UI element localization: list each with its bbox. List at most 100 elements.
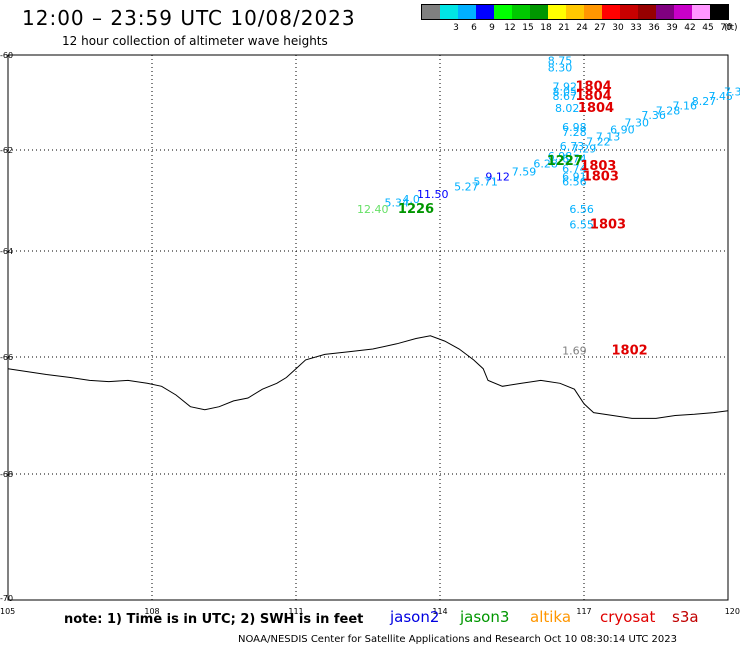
legend-swatch	[584, 5, 602, 19]
satellite-name: cryosat	[600, 608, 656, 626]
map-subtitle: 12 hour collection of altimeter wave hei…	[62, 34, 328, 48]
lat-tick-label: -70	[0, 594, 13, 603]
legend-tick-label: 21	[558, 23, 569, 33]
wave-height-label: 7.3	[724, 85, 740, 98]
satellite-name: jason3	[460, 608, 510, 626]
axis-labels: -60 -62 -64 -66 -68 -70 105 108 111 114 117 120	[0, 51, 740, 616]
credit-line: NOAA/NESDIS Center for Satellite Applica…	[238, 634, 677, 645]
pass-time-label: 1803	[583, 169, 619, 184]
wave-height-label: 7.13	[596, 131, 621, 144]
wave-height-label: 7.92	[553, 81, 578, 94]
legend-tick-label: 45	[702, 23, 713, 33]
pass-time-label: 1803	[580, 159, 616, 174]
wave-height-label: 8.67	[553, 90, 578, 103]
legend-swatch	[656, 5, 674, 19]
wave-height-label: 7.28	[562, 126, 587, 139]
pass-time-label: 1227	[547, 154, 583, 169]
legend-swatch	[548, 5, 566, 19]
wave-height-label: 8.75	[548, 55, 573, 68]
legend-swatch	[692, 5, 710, 19]
legend-swatch	[476, 5, 494, 19]
pass-time-label: 1803	[590, 217, 626, 232]
wave-height-label: 7.36	[641, 109, 666, 122]
wave-height-label: 7.16	[673, 100, 698, 113]
pass-time-label: 1226	[398, 202, 434, 217]
lon-tick-label: 114	[432, 607, 447, 616]
satellite-name: altika	[530, 608, 572, 626]
legend-tick-label: 18	[540, 23, 552, 33]
wave-height-label: 8.27	[692, 95, 717, 108]
legend-tick-label: 3	[453, 23, 459, 33]
lon-tick-label: 105	[0, 607, 15, 616]
wave-height-label: 6.74	[562, 153, 587, 166]
wave-height-label: 7.59	[512, 165, 537, 178]
lon-tick-label: 120	[725, 607, 740, 616]
wave-height-label: 6.55	[569, 218, 594, 231]
legend-tick-label: 39	[666, 23, 678, 33]
lon-tick-label: 117	[576, 607, 591, 616]
legend-swatch	[530, 5, 548, 19]
legend-tick-label: 9	[489, 23, 495, 33]
legend-swatch	[494, 5, 512, 19]
wave-height-label: 5.71	[473, 175, 498, 188]
legend-swatch	[422, 5, 440, 19]
pass-time-label: 1804	[576, 80, 612, 95]
lat-tick-label: -68	[0, 470, 13, 479]
satellite-name: jason2	[390, 608, 440, 626]
legend-tick-label: 30	[612, 23, 624, 33]
wave-height-label: 6.56	[569, 203, 594, 216]
legend-tick-label: 36	[648, 23, 660, 33]
legend-swatch	[620, 5, 638, 19]
legend-tick-label: 70	[720, 23, 732, 33]
legend-tick-label: 12	[504, 23, 515, 33]
map-title: 12:00 – 23:59 UTC 10/08/2023	[22, 6, 356, 30]
wave-height-label: 7.28	[656, 104, 681, 117]
legend-tick-label: 33	[630, 23, 641, 33]
wave-height-label: 6.74	[562, 163, 587, 176]
lat-tick-label: -62	[0, 146, 13, 155]
wave-height-label: 11.50	[417, 188, 449, 201]
satellite-name: s3a	[672, 608, 699, 626]
legend-swatch	[512, 5, 530, 19]
legend-swatch	[566, 5, 584, 19]
wave-height-label: 8.30	[548, 62, 573, 75]
wave-height-label: 7.29	[572, 143, 597, 156]
wave-height-label: 9.12	[485, 170, 510, 183]
legend-swatch	[638, 5, 656, 19]
wave-height-label: 6.98	[548, 150, 573, 163]
lat-tick-label: -64	[0, 247, 13, 256]
wave-height-label: 6.98	[562, 121, 587, 134]
legend-tick-label: 24	[576, 23, 588, 33]
legend-swatch	[440, 5, 458, 19]
footnote: note: 1) Time is in UTC; 2) SWH is in fe…	[64, 612, 364, 627]
wave-height-label: 7.22	[586, 135, 611, 148]
wave-observations: 8.758.307.928.058.678.026.987.286.737.29…	[357, 55, 740, 358]
wave-height-label: 6.90	[610, 123, 635, 136]
legend-swatch	[602, 5, 620, 19]
legend-tick-label: 15	[522, 23, 533, 33]
wave-height-label: 8.05	[553, 85, 578, 98]
lat-tick-label: -66	[0, 353, 13, 362]
wave-height-label: 8.02	[555, 102, 580, 115]
wave-height-label: 6.56	[562, 175, 587, 188]
pass-time-label: 1804	[576, 89, 612, 104]
wave-height-label: 5.34	[385, 197, 410, 210]
legend-tick-label: 42	[684, 23, 695, 33]
wave-height-label: 6.73	[560, 140, 585, 153]
pass-time-label: 1802	[612, 343, 648, 358]
legend-swatch	[710, 5, 728, 19]
legend-swatch	[674, 5, 692, 19]
pass-time-label: 1804	[578, 101, 614, 116]
wave-height-label: 1.69	[562, 344, 587, 357]
legend-unit: (ft)	[724, 23, 738, 33]
wave-height-label: 4.0	[402, 193, 420, 206]
wave-height-label: 6.91	[562, 170, 587, 183]
wave-height-label: 7.45	[709, 90, 734, 103]
wave-height-label: 7.30	[625, 116, 650, 129]
wave-height-label: 6.28	[533, 158, 558, 171]
lon-tick-label: 111	[288, 607, 303, 616]
lon-tick-label: 108	[144, 607, 159, 616]
color-legend: 3 6 9 12 15 18 21 24 27 30 33 36 39 42 45 70(ft)	[421, 4, 738, 33]
